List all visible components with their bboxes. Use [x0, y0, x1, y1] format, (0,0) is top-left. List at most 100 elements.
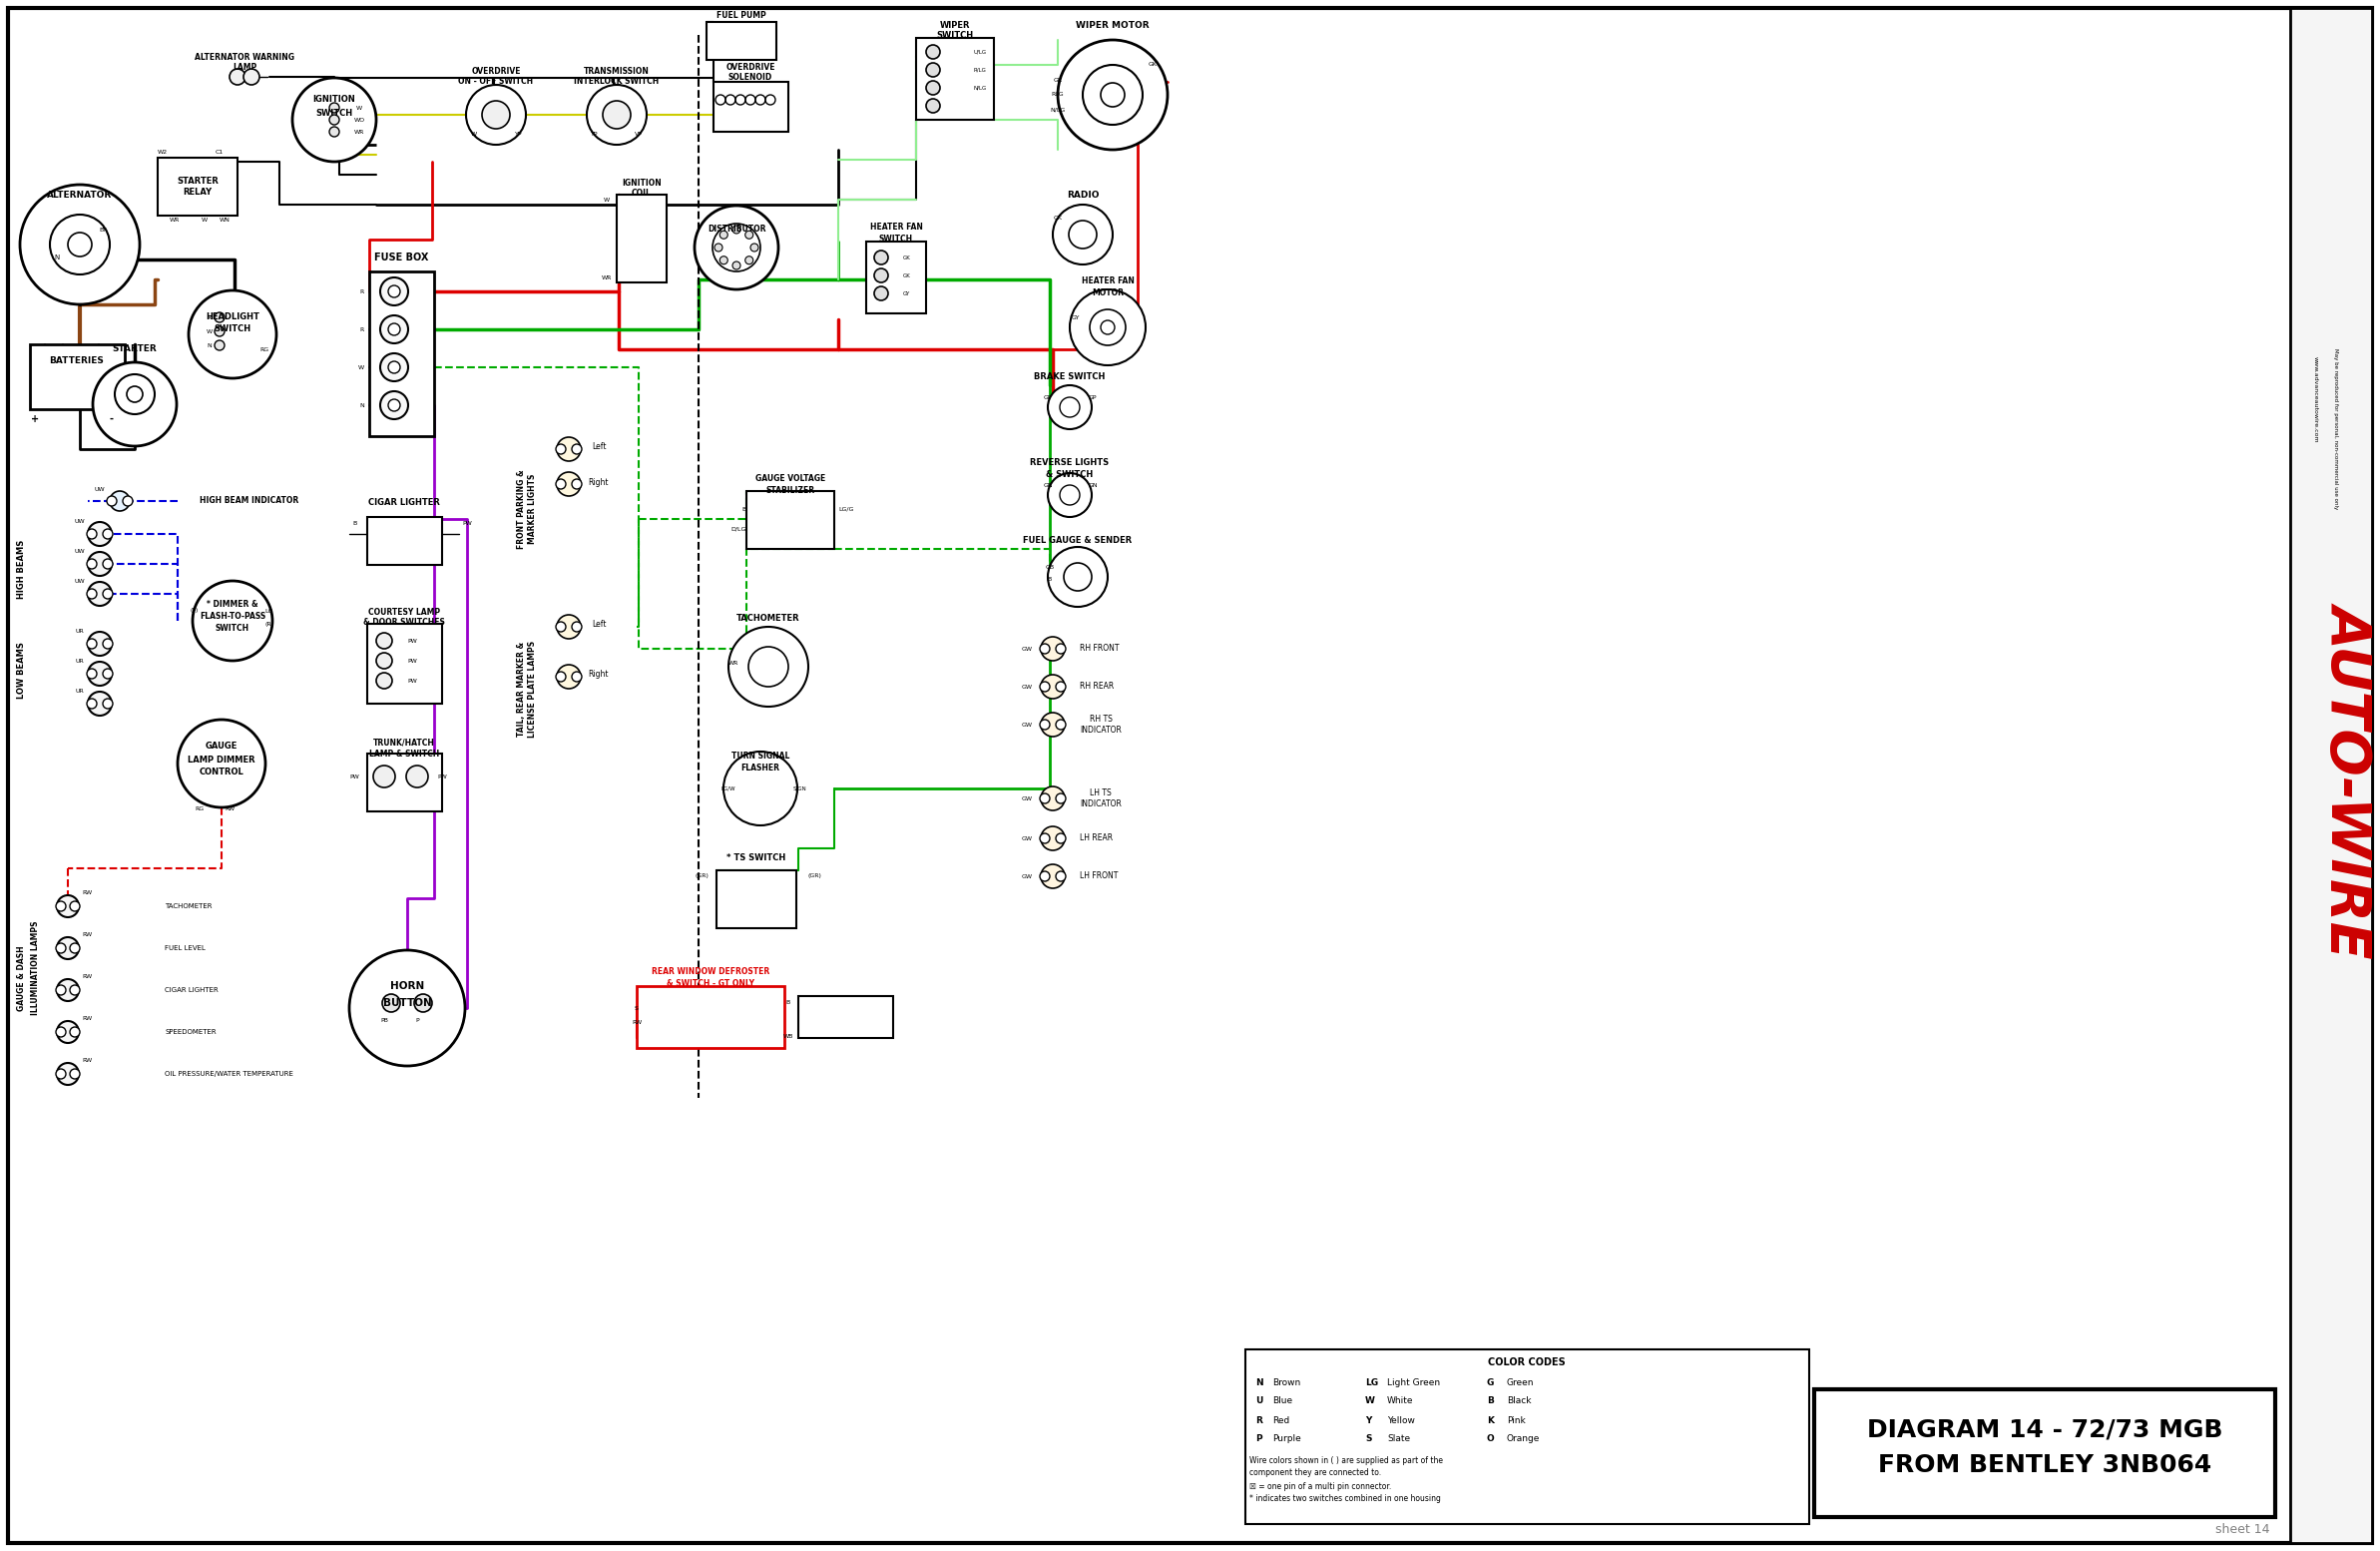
Text: TRANSMISSION: TRANSMISSION [583, 67, 650, 76]
Text: (GR): (GR) [695, 873, 709, 879]
Circle shape [381, 278, 407, 306]
Text: IGNITION: IGNITION [312, 95, 355, 104]
Circle shape [407, 766, 428, 788]
Circle shape [926, 99, 940, 113]
Bar [367, 624, 443, 704]
Text: BATTERIES: BATTERIES [50, 357, 105, 366]
Text: WN: WN [219, 217, 231, 222]
Text: OVERDRIVE: OVERDRIVE [726, 64, 776, 73]
Circle shape [1069, 290, 1145, 366]
Circle shape [388, 361, 400, 374]
Circle shape [1040, 720, 1050, 729]
Circle shape [57, 979, 79, 1000]
Text: PW: PW [407, 678, 416, 682]
Text: U: U [1254, 1397, 1264, 1405]
Text: B: B [1488, 1397, 1495, 1405]
Text: W: W [1366, 1397, 1376, 1405]
Text: STARTER: STARTER [112, 344, 157, 354]
Text: & DOOR SWITCHES: & DOOR SWITCHES [364, 619, 445, 627]
Bar [707, 22, 776, 60]
Text: SOLENOID: SOLENOID [728, 73, 774, 82]
Circle shape [728, 627, 809, 707]
Circle shape [388, 323, 400, 335]
Text: MOTOR: MOTOR [1092, 288, 1123, 298]
Circle shape [57, 1021, 79, 1042]
Circle shape [926, 81, 940, 95]
Text: FUEL LEVEL: FUEL LEVEL [164, 945, 205, 951]
Circle shape [86, 668, 98, 679]
Circle shape [69, 985, 81, 996]
Circle shape [114, 374, 155, 414]
Circle shape [1083, 65, 1142, 124]
Text: FUEL PUMP: FUEL PUMP [716, 11, 766, 20]
Circle shape [88, 582, 112, 606]
Circle shape [55, 901, 67, 912]
Circle shape [1057, 682, 1066, 692]
Text: GW: GW [1021, 836, 1033, 841]
Circle shape [193, 582, 271, 661]
Circle shape [750, 244, 759, 251]
Circle shape [1057, 833, 1066, 844]
Text: & SWITCH: & SWITCH [1047, 470, 1092, 479]
Text: W: W [202, 217, 207, 222]
Text: HIGH BEAMS: HIGH BEAMS [17, 540, 26, 599]
Text: SWITCH: SWITCH [317, 109, 352, 118]
Circle shape [1040, 637, 1064, 661]
Circle shape [466, 85, 526, 144]
Circle shape [86, 589, 98, 599]
Text: YP: YP [590, 132, 597, 136]
Text: N/LG: N/LG [973, 85, 985, 90]
Text: WIPER: WIPER [940, 20, 971, 29]
Text: FLASHER: FLASHER [740, 763, 781, 772]
Circle shape [571, 479, 581, 489]
Text: K: K [1488, 1416, 1495, 1425]
Text: Left: Left [593, 620, 607, 630]
Circle shape [714, 244, 724, 251]
Text: P: P [416, 1017, 419, 1022]
Text: Green: Green [1507, 1377, 1535, 1387]
Circle shape [381, 391, 407, 419]
Text: W: W [471, 132, 476, 136]
Text: IGNITION: IGNITION [621, 178, 662, 188]
Circle shape [93, 363, 176, 447]
Text: RW: RW [631, 1021, 643, 1025]
Circle shape [102, 668, 112, 679]
Text: PW: PW [350, 774, 359, 779]
Text: REAR WINDOW DEFROSTER: REAR WINDOW DEFROSTER [652, 968, 769, 977]
Text: Slate: Slate [1388, 1435, 1411, 1444]
Circle shape [19, 185, 140, 304]
Circle shape [88, 692, 112, 715]
Text: GW: GW [1021, 684, 1033, 689]
Circle shape [57, 937, 79, 959]
Text: REVERSE LIGHTS: REVERSE LIGHTS [1031, 459, 1109, 467]
Text: N/LG: N/LG [1050, 107, 1066, 112]
Text: * TS SWITCH: * TS SWITCH [726, 855, 785, 862]
Circle shape [328, 102, 340, 113]
Text: UW: UW [74, 520, 86, 524]
Text: W: W [207, 329, 212, 333]
Text: AUTO-WIRE: AUTO-WIRE [2323, 602, 2378, 955]
Text: B: B [1047, 577, 1052, 582]
Text: OIL PRESSURE/WATER TEMPERATURE: OIL PRESSURE/WATER TEMPERATURE [164, 1070, 293, 1076]
Circle shape [557, 614, 581, 639]
Text: ALTERNATOR WARNING: ALTERNATOR WARNING [195, 53, 295, 62]
Text: N: N [359, 403, 364, 408]
Circle shape [388, 399, 400, 411]
Text: R: R [359, 288, 364, 295]
Circle shape [328, 127, 340, 136]
Text: * DIMMER &: * DIMMER & [207, 599, 259, 608]
Text: SWITCH: SWITCH [217, 625, 250, 633]
Text: CONTROL: CONTROL [200, 768, 243, 777]
Circle shape [214, 340, 224, 351]
Circle shape [1040, 827, 1064, 850]
Text: Right: Right [588, 478, 609, 487]
Circle shape [873, 287, 888, 301]
Text: RLG: RLG [1052, 93, 1064, 98]
Text: CIGAR LIGHTER: CIGAR LIGHTER [369, 498, 440, 507]
Text: WR: WR [602, 275, 612, 281]
Text: UR: UR [76, 630, 83, 634]
Text: S/GN: S/GN [793, 786, 807, 791]
Text: RG: RG [259, 347, 269, 352]
Text: BRAKE SWITCH: BRAKE SWITCH [1035, 372, 1104, 382]
Text: FRONT PARKING &
MARKER LIGHTS: FRONT PARKING & MARKER LIGHTS [516, 470, 536, 549]
